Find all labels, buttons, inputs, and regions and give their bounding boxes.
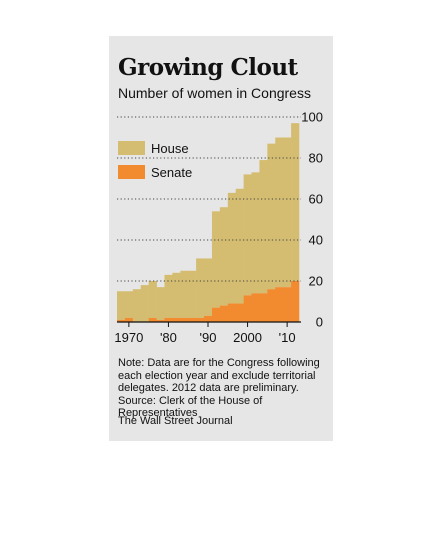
- bar-senate-1992: [211, 307, 221, 322]
- legend-label-senate: Senate: [151, 165, 192, 180]
- bar-senate-1994: [219, 305, 229, 322]
- bar-senate-1980: [164, 317, 173, 322]
- bar-senate-1970: [124, 317, 134, 322]
- bar-house-1970: [124, 291, 134, 318]
- y-tick-label-80: 80: [309, 151, 323, 166]
- bar-senate-1978: [156, 319, 165, 322]
- bar-senate-1990: [204, 315, 213, 322]
- bar-senate-1996: [227, 303, 236, 322]
- bar-house-1982: [172, 272, 181, 318]
- x-tick-label-2010: '10: [279, 330, 296, 345]
- bar-house-1978: [156, 287, 165, 320]
- bar-house-1988: [196, 258, 205, 318]
- y-tick-label-20: 20: [309, 274, 323, 289]
- chart-subtitle: Number of women in Congress: [118, 85, 311, 101]
- bar-house-1998: [235, 188, 244, 304]
- note-text: Note: Data are for the Congress followin…: [118, 357, 320, 394]
- bar-house-1990: [204, 258, 213, 316]
- legend-swatch-house: [118, 141, 145, 155]
- x-tick-label-1990: '90: [200, 330, 217, 345]
- bar-house-2006: [267, 143, 276, 290]
- bar-house-1994: [219, 207, 229, 306]
- y-tick-label-60: 60: [309, 192, 323, 207]
- bar-house-1996: [227, 192, 236, 304]
- bar-house-2008: [275, 137, 284, 288]
- bar-house-2000: [243, 174, 252, 296]
- bar-senate-1968: [117, 319, 126, 322]
- bar-house-1992: [211, 211, 221, 308]
- x-tick-label-1980: '80: [160, 330, 177, 345]
- y-tick-label-0: 0: [316, 315, 323, 330]
- bar-house-1972: [132, 289, 142, 322]
- chart-note: Note: Data are for the Congress followin…: [118, 357, 330, 420]
- bar-senate-2012: [291, 281, 300, 322]
- bar-house-1968: [117, 291, 126, 320]
- bar-senate-1982: [172, 317, 181, 322]
- source-text: Source: Clerk of the House of Representa…: [118, 394, 263, 420]
- bar-house-1984: [180, 270, 189, 318]
- stacked-bar-chart: 0 20 40 60 80 100 1970 '80 '90 2000 '10 House Senate: [114, 110, 323, 346]
- bar-house-1986: [188, 270, 197, 318]
- bar-house-2012: [291, 123, 300, 282]
- bar-senate-2006: [267, 289, 276, 322]
- bar-house-1980: [164, 274, 173, 318]
- x-tick-label-2000: 2000: [233, 330, 262, 345]
- bar-senate-2010: [283, 287, 292, 322]
- y-tick-label-100: 100: [301, 110, 323, 125]
- bar-senate-1998: [235, 303, 244, 322]
- bar-senate-2008: [275, 287, 284, 322]
- bar-senate-1984: [180, 317, 189, 322]
- bar-house-2004: [259, 160, 268, 294]
- publisher-credit: The Wall Street Journal: [118, 415, 233, 427]
- bar-house-1976: [148, 281, 157, 318]
- legend-swatch-senate: [118, 165, 145, 179]
- bar-house-2002: [251, 172, 260, 294]
- bar-senate-2004: [259, 293, 268, 322]
- chart-title: Growing Clout: [118, 54, 298, 81]
- bar-house-2010: [283, 137, 292, 288]
- bar-senate-2002: [251, 293, 260, 322]
- bar-house-1974: [140, 285, 149, 322]
- bar-senate-1976: [148, 317, 157, 322]
- bar-senate-1988: [196, 317, 205, 322]
- legend-label-house: House: [151, 141, 189, 156]
- bar-senate-1986: [188, 317, 197, 322]
- bar-senate-2000: [243, 295, 252, 322]
- x-tick-label-1970: 1970: [114, 330, 143, 345]
- y-tick-label-40: 40: [309, 233, 323, 248]
